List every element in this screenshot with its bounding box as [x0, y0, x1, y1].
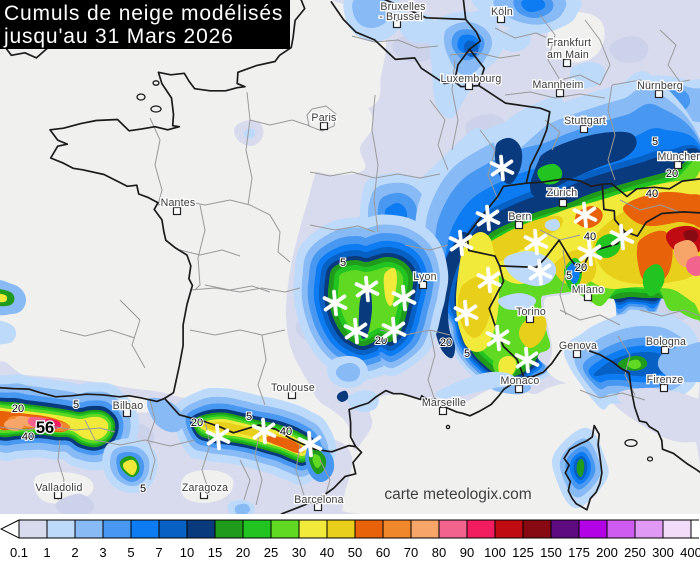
svg-text:10: 10 — [180, 545, 194, 560]
svg-text:20: 20 — [575, 262, 587, 274]
svg-text:Firenze: Firenze — [647, 374, 684, 386]
svg-text:80: 80 — [432, 545, 446, 560]
svg-text:50: 50 — [348, 545, 362, 560]
svg-text:Cumuls de neige modélisés: Cumuls de neige modélisés — [4, 2, 283, 25]
svg-text:Bruxelles: Bruxelles — [380, 1, 425, 13]
svg-text:400: 400 — [680, 545, 700, 560]
svg-text:60: 60 — [376, 545, 390, 560]
svg-text:90: 90 — [460, 545, 474, 560]
svg-text:7: 7 — [155, 545, 162, 560]
svg-text:am Main: am Main — [547, 49, 589, 61]
svg-text:125: 125 — [512, 545, 534, 560]
svg-text:Torino: Torino — [516, 306, 546, 318]
svg-text:56: 56 — [36, 419, 54, 437]
svg-text:200: 200 — [596, 545, 618, 560]
svg-text:1: 1 — [43, 545, 50, 560]
svg-text:Milano: Milano — [572, 284, 604, 296]
svg-text:20: 20 — [440, 337, 452, 349]
svg-text:15: 15 — [208, 545, 222, 560]
svg-text:30: 30 — [292, 545, 306, 560]
svg-text:175: 175 — [568, 545, 590, 560]
svg-text:100: 100 — [484, 545, 506, 560]
svg-text:20: 20 — [12, 403, 24, 415]
svg-text:20: 20 — [191, 417, 203, 429]
svg-text:- Brussel: - Brussel — [379, 11, 423, 23]
svg-text:40: 40 — [320, 545, 334, 560]
svg-text:Genova: Genova — [559, 340, 597, 352]
svg-text:Lyon: Lyon — [413, 271, 436, 283]
svg-text:40: 40 — [646, 188, 658, 200]
svg-text:5: 5 — [464, 348, 470, 360]
svg-text:5: 5 — [73, 399, 79, 411]
svg-text:Stuttgart: Stuttgart — [564, 115, 606, 127]
svg-text:5: 5 — [340, 257, 346, 269]
svg-text:0.1: 0.1 — [10, 545, 28, 560]
svg-text:München: München — [658, 151, 700, 163]
svg-text:Nantes: Nantes — [161, 197, 196, 209]
svg-text:2: 2 — [71, 545, 78, 560]
svg-text:40: 40 — [280, 426, 292, 438]
svg-text:300: 300 — [652, 545, 674, 560]
svg-text:5: 5 — [566, 270, 572, 282]
svg-text:5: 5 — [127, 545, 134, 560]
svg-text:Bern: Bern — [508, 211, 531, 223]
svg-text:Bilbao: Bilbao — [113, 400, 144, 412]
svg-text:Köln: Köln — [491, 6, 513, 18]
svg-text:Barcelona: Barcelona — [294, 494, 344, 506]
svg-text:5: 5 — [140, 483, 146, 495]
svg-text:250: 250 — [624, 545, 646, 560]
svg-text:40: 40 — [22, 431, 34, 443]
svg-text:Marseille: Marseille — [422, 397, 466, 409]
svg-text:Luxembourg: Luxembourg — [441, 73, 502, 85]
svg-text:150: 150 — [540, 545, 562, 560]
svg-text:Toulouse: Toulouse — [271, 382, 315, 394]
svg-text:20: 20 — [236, 545, 250, 560]
svg-text:Frankfurt: Frankfurt — [547, 37, 591, 49]
svg-text:jusqu'au 31 Mars 2026: jusqu'au 31 Mars 2026 — [3, 25, 234, 48]
svg-text:Monaco: Monaco — [501, 375, 540, 387]
svg-text:Zürich: Zürich — [547, 187, 578, 199]
svg-text:20: 20 — [666, 168, 678, 180]
svg-text:5: 5 — [246, 411, 252, 423]
svg-text:Bologna: Bologna — [646, 336, 686, 348]
svg-text:25: 25 — [264, 545, 278, 560]
svg-text:40: 40 — [584, 231, 596, 243]
svg-text:carte meteologix.com: carte meteologix.com — [384, 486, 531, 503]
svg-text:Zaragoza: Zaragoza — [182, 482, 228, 494]
svg-text:70: 70 — [404, 545, 418, 560]
svg-text:3: 3 — [99, 545, 106, 560]
svg-text:5: 5 — [652, 136, 658, 148]
svg-text:Nürnberg: Nürnberg — [637, 80, 683, 92]
svg-text:Paris: Paris — [311, 112, 336, 124]
svg-text:Mannheim: Mannheim — [532, 79, 583, 91]
svg-text:Valladolid: Valladolid — [35, 482, 82, 494]
